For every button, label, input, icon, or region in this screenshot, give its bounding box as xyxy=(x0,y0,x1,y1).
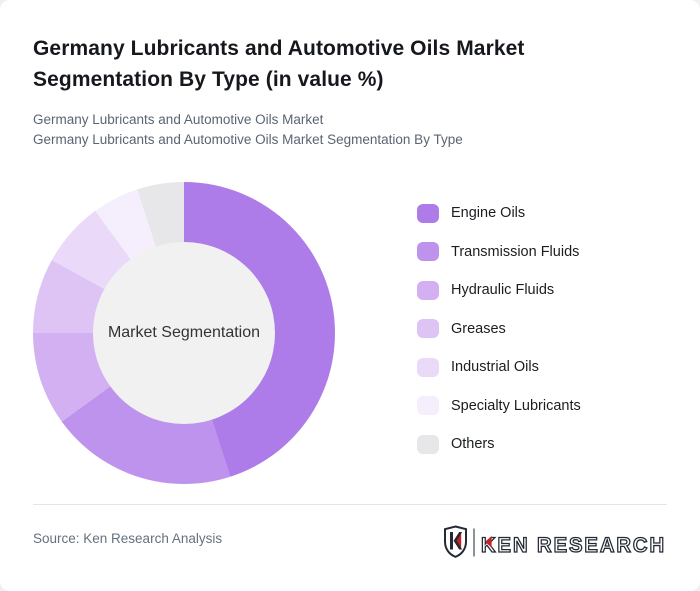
legend-label-greases: Greases xyxy=(451,320,506,337)
legend-label-others: Others xyxy=(451,436,495,452)
source-text: Source: Ken Research Analysis xyxy=(33,531,223,546)
legend-item-engine-oils: Engine Oils xyxy=(417,203,581,223)
legend-swatch-transmission-fluids xyxy=(417,242,439,261)
legend-label-engine-oils: Engine Oils xyxy=(451,205,526,221)
ken-research-shield-icon xyxy=(444,525,467,558)
legend-label-hydraulic-fluids: Hydraulic Fluids xyxy=(451,282,555,298)
legend-swatch-specialty-lubricants xyxy=(417,396,439,415)
donut-chart: Market Segmentation xyxy=(33,182,335,484)
legend-label-industrial-oils: Industrial Oils xyxy=(451,359,539,375)
legend-swatch-engine-oils xyxy=(417,203,439,223)
legend-item-transmission-fluids: Transmission Fluids xyxy=(417,242,581,262)
legend-item-greases: Greases xyxy=(417,319,581,339)
footer-divider xyxy=(33,504,667,505)
legend-item-specialty-lubricants: Specialty Lubricants xyxy=(417,396,581,416)
logo-separator xyxy=(473,528,475,557)
legend-label-specialty-lubricants: Specialty Lubricants xyxy=(451,397,581,414)
chart-title: Germany Lubricants and Automotive Oils M… xyxy=(33,37,525,91)
donut-center-label: Market Segmentation xyxy=(107,324,261,341)
legend-swatch-hydraulic-fluids xyxy=(417,280,439,300)
legend-item-others: Others xyxy=(417,434,581,454)
legend-item-industrial-oils: Industrial Oils xyxy=(417,357,581,377)
logo-k-accent-triangle xyxy=(485,536,492,548)
legend-swatch-greases xyxy=(417,319,439,338)
chart-subtitle: Germany Lubricants and Automotive Oils M… xyxy=(33,110,463,150)
legend-item-hydraulic-fluids: Hydraulic Fluids xyxy=(417,280,581,300)
chart-legend: Engine Oils Transmission Fluids Hydraulic … xyxy=(417,203,581,454)
chart-subtitle-line1: Germany Lubricants and Automotive Oils M… xyxy=(33,112,324,127)
donut-center: Market Segmentation xyxy=(93,242,275,424)
legend-swatch-industrial-oils xyxy=(417,357,439,377)
legend-label-transmission-fluids: Transmission Fluids xyxy=(451,243,580,260)
chart-subtitle-line2: Germany Lubricants and Automotive Oils M… xyxy=(33,132,463,147)
ken-research-logo: KEN RESEARCH xyxy=(444,525,666,558)
legend-swatch-others xyxy=(417,434,439,454)
logo-wordmark: KEN RESEARCH xyxy=(481,534,666,557)
